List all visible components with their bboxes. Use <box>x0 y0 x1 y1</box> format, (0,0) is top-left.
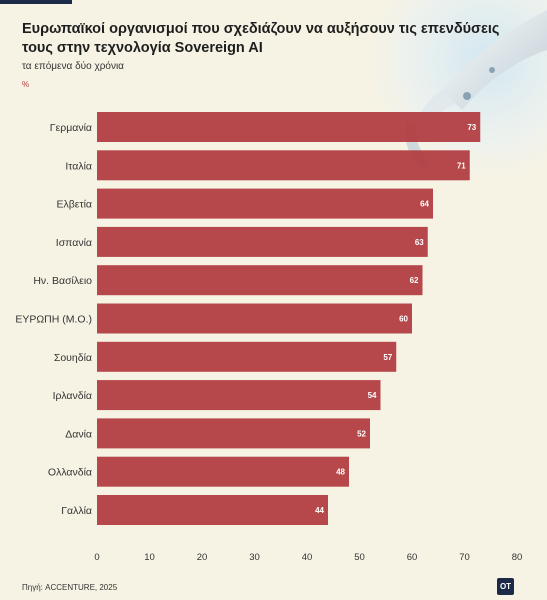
bar <box>97 341 397 372</box>
category-label: Ισπανία <box>56 237 92 249</box>
category-label: Δανία <box>65 428 92 440</box>
x-tick-label: 0 <box>94 552 99 563</box>
bar <box>97 380 381 411</box>
x-tick-label: 50 <box>354 552 365 563</box>
category-label: Ιρλανδία <box>53 390 92 402</box>
data-label: 54 <box>368 391 377 400</box>
chart-title: Ευρωπαϊκοί οργανισμοί που σχεδιάζουν να … <box>22 21 500 56</box>
unit-label: % <box>22 80 30 89</box>
x-tick-label: 10 <box>144 552 155 563</box>
data-label: 71 <box>457 161 466 170</box>
brand-logo: OT <box>497 578 514 595</box>
data-label: 62 <box>410 276 419 285</box>
data-label: 57 <box>383 353 392 362</box>
category-label: Ιταλία <box>65 160 92 172</box>
category-label: Γαλλία <box>61 505 92 517</box>
category-label: Σουηδία <box>54 352 92 364</box>
bar <box>97 265 423 296</box>
category-label: Ολλανδία <box>48 467 92 479</box>
x-tick-label: 30 <box>249 552 260 563</box>
top-accent-bar <box>0 0 72 4</box>
x-tick-label: 80 <box>512 552 523 563</box>
data-label: 52 <box>357 429 366 438</box>
category-label: Ελβετία <box>56 199 92 211</box>
bar <box>97 418 370 449</box>
bar <box>97 188 433 219</box>
bar <box>97 226 428 257</box>
bar <box>97 150 470 181</box>
data-label: 44 <box>315 506 324 515</box>
data-label: 73 <box>467 123 476 132</box>
x-tick-label: 70 <box>459 552 470 563</box>
bar <box>97 303 412 334</box>
bar <box>97 456 349 487</box>
data-label: 63 <box>415 238 424 247</box>
category-label: ΕΥΡΩΠΗ (Μ.Ο.) <box>15 314 92 326</box>
bar-chart: Γερμανία 73 Ιταλία 71 Ελβετία 64 Ισπανία 63 Ην. … <box>15 112 523 563</box>
x-tick-label: 60 <box>407 552 418 563</box>
bar <box>97 112 481 142</box>
category-label: Ην. Βασίλειο <box>33 275 92 287</box>
x-tick-label: 20 <box>197 552 208 563</box>
x-tick-label: 40 <box>302 552 313 563</box>
category-label: Γερμανία <box>50 122 92 134</box>
chart-subtitle: τα επόμενα δύο χρόνια <box>22 61 124 72</box>
bar <box>97 495 328 525</box>
data-label: 60 <box>399 315 408 324</box>
source-note: Πηγή: ACCENTURE, 2025 <box>22 583 118 592</box>
data-label: 48 <box>336 468 345 477</box>
data-label: 64 <box>420 200 429 209</box>
